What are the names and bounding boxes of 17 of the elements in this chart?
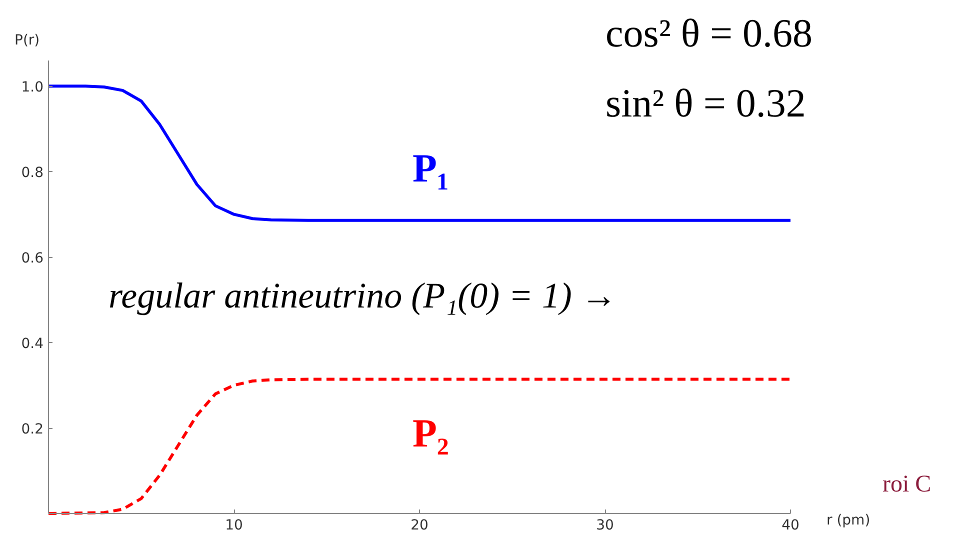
text: cos² θ = 0.68 — [606, 10, 813, 56]
series-label: P₁ — [412, 146, 449, 190]
x-axis-title: r (pm) — [826, 512, 870, 528]
y-tick-label: 0.4 — [21, 336, 44, 352]
annotation: regular antineutrino (P₁(0) = 1) → — [108, 276, 617, 316]
x-tick-label: 10 — [225, 518, 243, 534]
y-tick-label: 1.0 — [21, 80, 44, 96]
x-tick-label: 20 — [410, 518, 428, 534]
annotation: sin² θ = 0.32 — [606, 80, 806, 126]
x-tick-label: 30 — [596, 518, 614, 534]
x-tick-label: 40 — [782, 518, 800, 534]
y-tick-label: 0.2 — [21, 422, 44, 438]
y-axis-title: P(r) — [14, 32, 40, 48]
series-label: P₂ — [412, 410, 449, 456]
y-tick-label: 0.6 — [21, 250, 44, 267]
y-tick-label: 0.8 — [21, 165, 44, 182]
text: roi C — [882, 472, 932, 498]
